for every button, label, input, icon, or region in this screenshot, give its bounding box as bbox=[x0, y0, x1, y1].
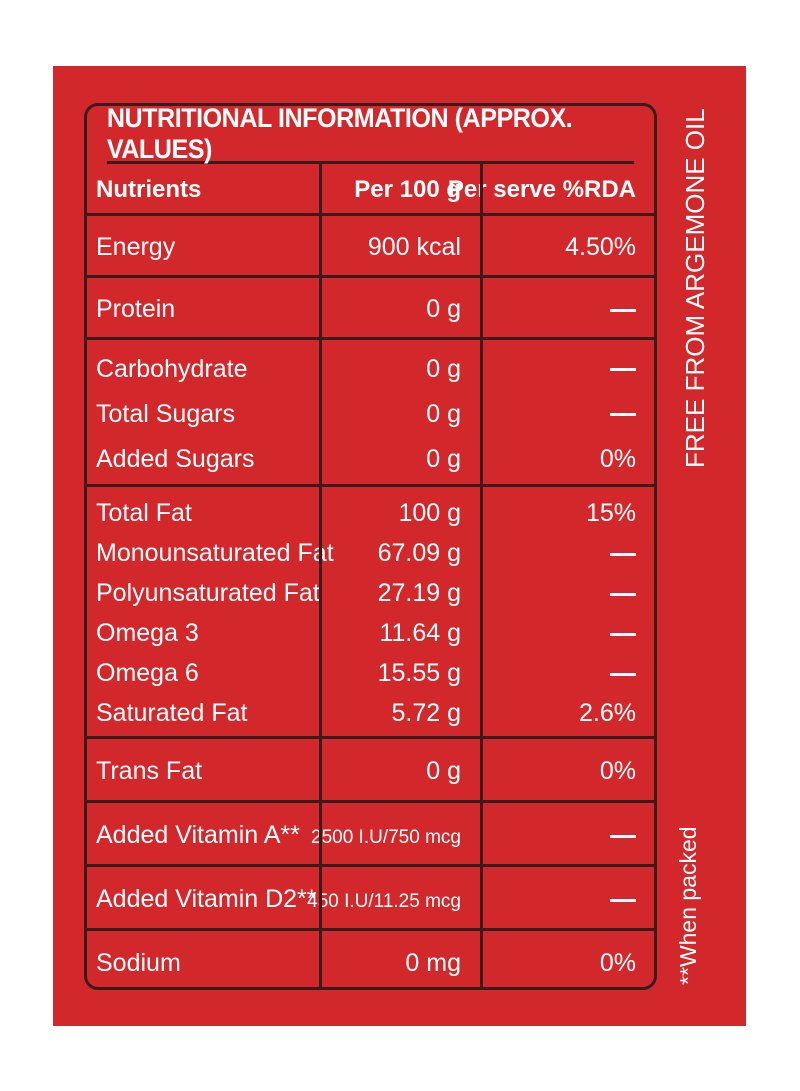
nutrient-per-100g: 0 g bbox=[426, 354, 461, 383]
dash-mark bbox=[610, 632, 636, 636]
nutrient-name: Total Sugars bbox=[96, 399, 235, 428]
nutrient-name: Sodium bbox=[96, 949, 181, 977]
nutrient-per-100g: 0 g bbox=[426, 444, 461, 473]
nutrient-name: Carbohydrate bbox=[96, 354, 248, 383]
dash-mark bbox=[610, 552, 636, 556]
nutrient-name: Added Sugars bbox=[96, 444, 255, 473]
nutrient-per-100g: 0 mg bbox=[405, 949, 461, 977]
nutrient-group bbox=[87, 278, 654, 340]
header-nutrient: Nutrients bbox=[96, 176, 202, 203]
argemone-note: FREE FROM ARGEMONE OIL bbox=[680, 108, 710, 468]
nutrient-rda bbox=[610, 399, 636, 429]
nutrient-rda bbox=[610, 658, 636, 688]
nutrient-name: Trans Fat bbox=[96, 757, 203, 785]
nutrient-name: Omega 6 bbox=[96, 659, 199, 687]
nutrient-group bbox=[87, 803, 654, 867]
nutrient-rda bbox=[610, 354, 636, 384]
dash-mark bbox=[610, 308, 636, 312]
dash-mark bbox=[610, 672, 636, 676]
nutrient-rda: 0% bbox=[599, 444, 636, 473]
dash-mark bbox=[610, 592, 636, 596]
nutrient-per-100g: 450 I.U/11.25 mcg bbox=[307, 891, 461, 912]
nutrient-name: Energy bbox=[96, 233, 176, 261]
nutrient-per-100g: 100 g bbox=[398, 499, 461, 527]
header-rda: Per serve %RDA bbox=[447, 176, 636, 203]
dash-mark bbox=[610, 368, 636, 372]
nutrient-rda: 4.50% bbox=[565, 233, 636, 261]
nutrient-group bbox=[87, 739, 654, 803]
when-packed-note: **When packed bbox=[675, 826, 701, 985]
nutrient-rda bbox=[610, 538, 636, 568]
nutrient-rda bbox=[610, 618, 636, 648]
nutrient-per-100g: 67.09 g bbox=[377, 539, 461, 567]
nutrient-per-100g: 27.19 g bbox=[377, 579, 461, 607]
nutrient-per-100g: 11.64 g bbox=[379, 619, 461, 647]
nutrient-name: Polyunsaturated Fat bbox=[96, 579, 320, 607]
dash-mark bbox=[610, 834, 636, 838]
nutrient-rda bbox=[610, 578, 636, 608]
nutrient-group bbox=[87, 867, 654, 931]
nutrient-name: Total Fat bbox=[96, 499, 192, 527]
nutrient-per-100g: 2500 I.U/750 mcg bbox=[311, 827, 461, 848]
nutrient-rda: 0% bbox=[599, 949, 636, 977]
header-row bbox=[87, 164, 654, 216]
table-title: NUTRITIONAL INFORMATION (APPROX. VALUES) bbox=[106, 106, 635, 164]
nutrient-name: Saturated Fat bbox=[96, 699, 248, 727]
nutrient-rda bbox=[610, 820, 636, 850]
nutrient-rda: 2.6% bbox=[579, 699, 636, 727]
nutrient-per-100g: 0 g bbox=[426, 399, 461, 428]
nutrient-name: Added Vitamin A** bbox=[96, 821, 300, 849]
nutrient-per-100g: 0 g bbox=[426, 757, 461, 785]
nutrient-per-100g: 900 kcal bbox=[367, 233, 461, 261]
nutrient-name: Protein bbox=[96, 295, 176, 323]
nutrient-group bbox=[87, 340, 654, 487]
nutrient-name: Omega 3 bbox=[96, 619, 199, 647]
nutrient-per-100g: 15.55 g bbox=[377, 659, 461, 687]
nutrient-per-100g: 0 g bbox=[426, 295, 461, 323]
column-divider bbox=[480, 164, 483, 987]
nutrient-rda: 0% bbox=[599, 757, 636, 785]
nutrient-rda: 15% bbox=[585, 499, 636, 527]
nutrient-name: Added Vitamin D2** bbox=[96, 885, 317, 913]
nutrient-rda bbox=[610, 294, 636, 324]
nutrient-rda bbox=[610, 884, 636, 914]
dash-mark bbox=[610, 898, 636, 902]
nutrient-name: Monounsaturated Fat bbox=[96, 539, 334, 567]
column-divider bbox=[319, 164, 322, 987]
nutrient-group bbox=[87, 216, 654, 278]
nutrient-per-100g: 5.72 g bbox=[391, 699, 461, 727]
nutrition-table: NUTRITIONAL INFORMATION (APPROX. VALUES)… bbox=[84, 103, 657, 990]
header-per-100g: Per 100 g bbox=[354, 176, 461, 203]
nutrient-group bbox=[87, 487, 654, 739]
dash-mark bbox=[610, 413, 636, 417]
